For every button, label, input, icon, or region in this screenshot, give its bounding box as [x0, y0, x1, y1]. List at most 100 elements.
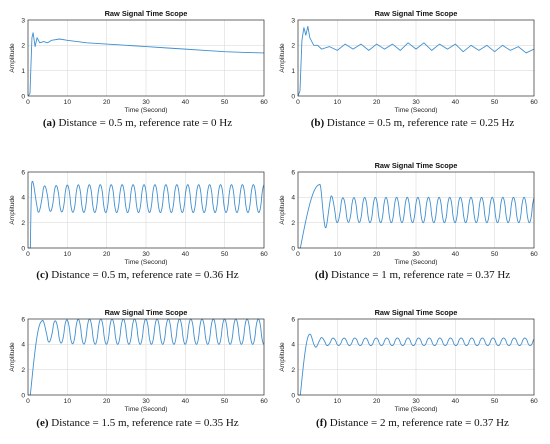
- x-tick-label: 40: [182, 99, 190, 106]
- caption-label: (c): [36, 269, 49, 281]
- x-tick-label: 60: [530, 251, 538, 258]
- chart-panel-f: 0 10 20 30 40 50 60 0 2 4 6 Raw Signal Time Scope Ti…: [279, 308, 538, 413]
- chart-title: Raw Signal Time Scope: [375, 161, 458, 170]
- y-tick-label: 4: [291, 342, 295, 349]
- y-tick-label: 1: [21, 68, 25, 75]
- x-tick-label: 60: [530, 398, 538, 405]
- x-tick-label: 10: [334, 251, 342, 258]
- x-tick-label: 40: [182, 251, 190, 258]
- y-tick-label: 0: [291, 245, 295, 252]
- y-tick-label: 6: [291, 316, 295, 323]
- x-tick-label: 50: [491, 99, 499, 106]
- x-tick-label: 30: [142, 251, 150, 258]
- caption-a: (a) Distance = 0.5 m, reference rate = 0…: [0, 117, 275, 129]
- chart-title: Raw Signal Time Scope: [105, 308, 188, 317]
- caption-label: (e): [36, 417, 49, 429]
- x-tick-label: 50: [221, 398, 229, 405]
- caption-text: Distance = 1.5 m, reference rate = 0.35 …: [48, 417, 239, 429]
- chart-panel-a: 0 10 20 30 40 50 60 0 1 2 3 Raw Signal Time Scope Ti…: [9, 9, 268, 114]
- y-tick-label: 2: [21, 220, 25, 227]
- y-tick-label: 2: [291, 220, 295, 227]
- x-tick-label: 30: [142, 398, 150, 405]
- y-tick-label: 0: [291, 392, 295, 399]
- x-tick-label: 60: [530, 99, 538, 106]
- caption-label: (f): [316, 417, 328, 429]
- series-line: [297, 183, 535, 249]
- x-tick-label: 0: [296, 99, 300, 106]
- y-tick-label: 3: [291, 17, 295, 24]
- y-axis-label: Amplitude: [9, 43, 16, 73]
- x-tick-label: 20: [373, 99, 381, 106]
- x-tick-label: 10: [334, 99, 342, 106]
- x-axis-label: Time (Second): [395, 107, 438, 114]
- chart-panel-e: 0 10 20 30 40 50 60 0 2 4 6 Raw Signal Time Scope Ti…: [9, 308, 268, 413]
- x-tick-label: 40: [452, 398, 460, 405]
- x-tick-label: 20: [373, 251, 381, 258]
- chart-panel-d: 0 10 20 30 40 50 60 0 2 4 6 Raw Signal Time Scope Ti…: [279, 161, 538, 266]
- axes-frame: [297, 171, 535, 249]
- chart-title: Raw Signal Time Scope: [375, 9, 458, 18]
- caption-label: (a): [42, 117, 56, 129]
- caption-c: (c) Distance = 0.5 m, reference rate = 0…: [0, 269, 275, 281]
- x-axis-label: Time (Second): [125, 406, 168, 413]
- chart-title: Raw Signal Time Scope: [105, 9, 188, 18]
- x-axis-label: Time (Second): [125, 107, 168, 114]
- y-axis-label: Amplitude: [9, 195, 16, 225]
- x-tick-label: 30: [412, 251, 420, 258]
- y-tick-label: 0: [291, 93, 295, 100]
- y-tick-label: 2: [291, 43, 295, 50]
- x-tick-label: 40: [452, 251, 460, 258]
- x-tick-label: 60: [260, 251, 268, 258]
- caption-label: (d): [314, 269, 329, 281]
- axes-frame: [27, 171, 265, 249]
- y-tick-label: 1: [291, 68, 295, 75]
- y-tick-label: 6: [21, 169, 25, 176]
- x-tick-label: 20: [103, 398, 111, 405]
- x-tick-label: 30: [142, 99, 150, 106]
- y-tick-label: 4: [21, 342, 25, 349]
- series-line: [297, 333, 535, 396]
- series-line: [27, 180, 265, 249]
- y-tick-label: 2: [21, 43, 25, 50]
- y-tick-label: 2: [21, 367, 25, 374]
- y-tick-label: 4: [21, 195, 25, 202]
- x-tick-label: 0: [26, 99, 30, 106]
- x-tick-label: 30: [412, 398, 420, 405]
- y-tick-label: 3: [21, 17, 25, 24]
- x-tick-label: 60: [260, 398, 268, 405]
- caption-text: Distance = 1 m, reference rate = 0.37 Hz: [328, 269, 511, 281]
- x-tick-label: 50: [491, 251, 499, 258]
- x-tick-label: 10: [64, 99, 72, 106]
- x-axis-label: Time (Second): [395, 259, 438, 266]
- x-tick-label: 40: [452, 99, 460, 106]
- x-tick-label: 10: [334, 398, 342, 405]
- x-tick-label: 10: [64, 398, 72, 405]
- caption-f: (f) Distance = 2 m, reference rate = 0.3…: [275, 417, 550, 429]
- y-tick-label: 4: [291, 195, 295, 202]
- series-line: [27, 32, 265, 97]
- caption-text: Distance = 2 m, reference rate = 0.37 Hz: [327, 417, 509, 429]
- x-tick-label: 50: [221, 99, 229, 106]
- y-tick-label: 0: [21, 245, 25, 252]
- x-tick-label: 20: [103, 99, 111, 106]
- x-tick-label: 30: [412, 99, 420, 106]
- caption-b: (b) Distance = 0.5 m, reference rate = 0…: [275, 117, 550, 129]
- x-tick-label: 0: [296, 251, 300, 258]
- y-axis-label: Amplitude: [279, 43, 286, 73]
- axes-frame: [297, 318, 535, 396]
- y-tick-label: 0: [21, 392, 25, 399]
- y-axis-label: Amplitude: [279, 342, 286, 372]
- axes-frame: [27, 318, 265, 396]
- x-tick-label: 0: [26, 398, 30, 405]
- y-tick-label: 6: [21, 316, 25, 323]
- x-axis-label: Time (Second): [395, 406, 438, 413]
- y-axis-label: Amplitude: [9, 342, 16, 372]
- x-tick-label: 50: [221, 251, 229, 258]
- chart-panel-b: 0 10 20 30 40 50 60 0 1 2 3 Raw Signal Time Scope Ti…: [279, 9, 538, 114]
- y-tick-label: 2: [291, 367, 295, 374]
- x-tick-label: 50: [491, 398, 499, 405]
- x-tick-label: 10: [64, 251, 72, 258]
- x-tick-label: 60: [260, 99, 268, 106]
- x-tick-label: 40: [182, 398, 190, 405]
